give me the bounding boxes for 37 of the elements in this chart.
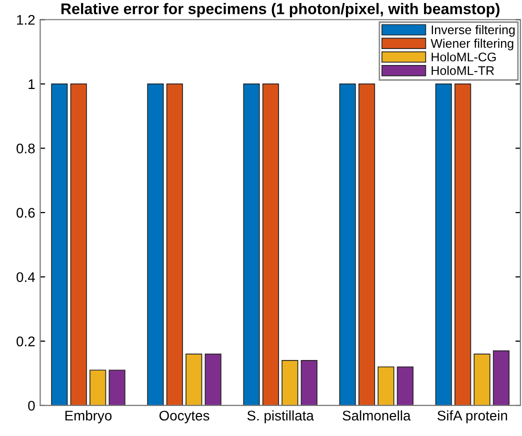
bar xyxy=(51,84,68,406)
y-tick-label: 0.2 xyxy=(16,336,35,346)
y-tick-label: 1.2 xyxy=(17,14,35,25)
legend-label: HoloML-TR xyxy=(432,66,494,76)
y-tick-label: 0 xyxy=(28,400,35,411)
bar xyxy=(454,84,472,406)
bar xyxy=(90,370,106,406)
legend-label: HoloML-CG xyxy=(432,52,496,62)
bar xyxy=(243,84,260,406)
bar xyxy=(166,84,183,406)
bar xyxy=(186,354,202,406)
y-tick-label: 1 xyxy=(28,79,35,89)
x-tick-label: Salmonella xyxy=(342,410,411,421)
chart-title: Relative error for specimens (1 photon/pixel, with beamstop) xyxy=(61,2,500,18)
bar xyxy=(70,84,87,406)
bar xyxy=(108,370,126,406)
x-tick-label: S. pistillata xyxy=(247,410,314,424)
bar xyxy=(378,366,394,406)
legend-label: Wiener filtering xyxy=(430,38,514,50)
bar xyxy=(435,84,452,406)
x-tick-label: Oocytes xyxy=(159,410,210,424)
y-tick-label: 0.8 xyxy=(16,144,35,154)
bar xyxy=(282,360,298,406)
bar xyxy=(396,366,414,406)
y-tick-label: 0.4 xyxy=(16,272,35,282)
bar xyxy=(339,84,356,406)
bar xyxy=(474,354,490,406)
x-tick-label: Embryo xyxy=(65,410,112,424)
bar xyxy=(204,354,222,406)
y-tick-label: 0.6 xyxy=(16,208,35,218)
bar xyxy=(492,350,510,406)
bar xyxy=(262,84,280,406)
legend-label: Inverse filtering xyxy=(432,25,515,37)
bar xyxy=(147,84,164,406)
bar xyxy=(300,360,318,406)
bar xyxy=(358,84,376,406)
x-tick-label: SifA protein xyxy=(438,410,508,424)
